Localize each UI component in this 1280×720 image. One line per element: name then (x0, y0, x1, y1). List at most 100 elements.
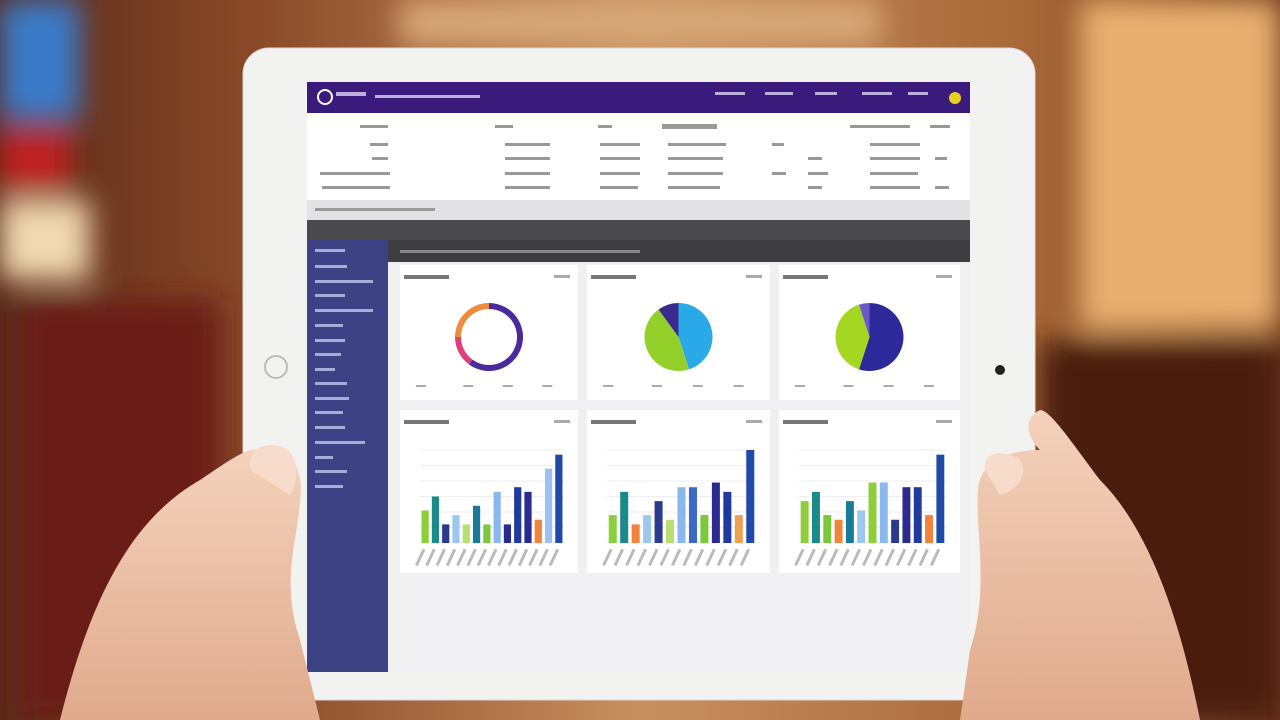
x-label (895, 548, 907, 567)
avatar[interactable] (949, 92, 961, 104)
x-label (693, 548, 705, 567)
x-label (517, 548, 529, 567)
card-title (591, 275, 636, 279)
x-label (415, 548, 426, 567)
x-label (636, 548, 647, 567)
x-label (625, 548, 636, 567)
legend-text (883, 385, 894, 387)
x-label (918, 548, 929, 567)
x-label (613, 548, 624, 567)
card-meta (936, 275, 952, 278)
bar (643, 515, 652, 543)
legend-text (415, 385, 426, 387)
bar (845, 501, 854, 543)
x-label (682, 548, 693, 567)
x-label (497, 548, 508, 567)
pie-slice (858, 303, 904, 372)
home-button (264, 355, 288, 379)
table-text (320, 124, 950, 189)
x-label (445, 548, 457, 567)
x-label (548, 548, 560, 567)
pie-slice (835, 304, 870, 370)
right-hand (960, 410, 1200, 720)
x-label (816, 548, 828, 567)
x-label (929, 548, 941, 567)
bar (503, 524, 512, 543)
nav-bar (307, 220, 970, 240)
legend-text (542, 385, 553, 387)
x-label (728, 548, 739, 567)
legend-text (733, 385, 744, 387)
filter-text (315, 208, 435, 211)
bar (431, 496, 440, 543)
pie-slice (658, 303, 679, 337)
x-label (435, 548, 446, 567)
x-label (602, 548, 613, 567)
x-label (466, 548, 477, 567)
bar (524, 491, 532, 543)
x-label (884, 548, 895, 567)
bar (800, 501, 809, 543)
x-label (805, 548, 816, 567)
x-label (794, 548, 805, 567)
x-label (739, 548, 751, 567)
bar (462, 524, 470, 543)
legend-text (652, 385, 663, 387)
x-label (487, 548, 498, 567)
x-label (425, 548, 436, 567)
card-meta (746, 275, 762, 278)
filter-bar (307, 200, 970, 220)
x-label (839, 548, 850, 567)
bar (857, 510, 866, 543)
logo (317, 89, 333, 105)
x-label (476, 548, 488, 567)
x-label (456, 548, 467, 567)
card (400, 265, 578, 400)
card-meta (554, 275, 570, 278)
bar (868, 482, 877, 543)
bar (483, 524, 491, 543)
bar (631, 524, 640, 543)
pie-slice (469, 303, 523, 371)
legend-text (692, 385, 703, 387)
bar (472, 505, 481, 543)
x-label (705, 548, 716, 567)
pie-slice (644, 309, 690, 372)
bar (936, 454, 945, 543)
bar (620, 491, 629, 543)
x-label (507, 548, 518, 567)
x-label (538, 548, 549, 567)
bar (493, 491, 501, 543)
legend-text (923, 385, 934, 387)
bar (555, 454, 563, 543)
bar (812, 491, 820, 543)
x-label (528, 548, 539, 567)
sidebar-items[interactable] (315, 249, 373, 488)
legend-text (603, 385, 614, 387)
bar (452, 515, 460, 543)
bar (902, 487, 911, 543)
bar (700, 515, 709, 543)
bar (666, 519, 675, 543)
x-label (648, 548, 659, 567)
bar (534, 519, 542, 543)
x-label (862, 548, 873, 567)
legend-text (795, 385, 806, 387)
left-thumb (249, 445, 297, 495)
toolbar (388, 240, 970, 262)
x-label (828, 548, 839, 567)
legend-text (502, 385, 513, 387)
bar (711, 482, 720, 543)
x-label (659, 548, 670, 567)
card-title (783, 420, 828, 424)
x-label (907, 548, 918, 567)
bar (608, 515, 617, 543)
card-title (783, 275, 828, 279)
legend-text (843, 385, 854, 387)
header-text (336, 92, 928, 98)
bar (879, 482, 888, 543)
pie-slice (455, 303, 489, 337)
x-label (873, 548, 884, 567)
bar (677, 487, 686, 543)
